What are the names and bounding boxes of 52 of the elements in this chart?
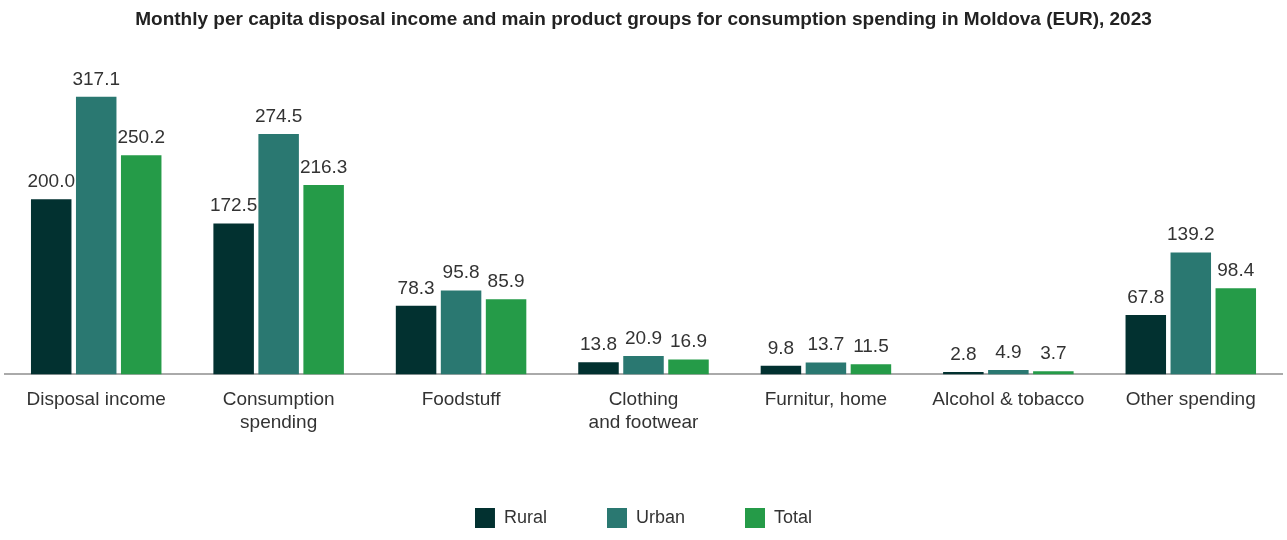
bar bbox=[805, 362, 847, 375]
x-tick-label: Alcohol & tobacco bbox=[932, 388, 1085, 410]
bar bbox=[485, 299, 527, 375]
data-label: 11.5 bbox=[853, 335, 889, 357]
data-label: 78.3 bbox=[397, 276, 435, 298]
x-tick-label: Other spending bbox=[1125, 388, 1256, 410]
bar bbox=[30, 199, 72, 375]
x-tick-label: Consumption spending bbox=[222, 388, 335, 432]
bar bbox=[850, 364, 892, 375]
bar bbox=[213, 223, 254, 375]
legend-label: Urban bbox=[635, 506, 686, 527]
bar bbox=[395, 305, 437, 375]
data-label: 20.9 bbox=[625, 326, 662, 348]
bar bbox=[760, 365, 802, 375]
bar bbox=[440, 290, 482, 375]
chart-title: Monthly per capita disposal income and main product groups for consumption spending in Moldova (EUR), 2023 bbox=[134, 8, 1153, 31]
data-label: 200.0 bbox=[27, 170, 75, 192]
x-tick-label: Furnitur, home bbox=[764, 388, 888, 410]
data-label: 98.4 bbox=[1217, 258, 1255, 280]
bar bbox=[1033, 371, 1074, 375]
x-tick-label: Disposal income bbox=[26, 388, 166, 410]
bar bbox=[988, 370, 1029, 375]
bar bbox=[1170, 252, 1212, 375]
bar bbox=[75, 96, 117, 375]
bar bbox=[668, 359, 709, 375]
bar bbox=[1215, 288, 1257, 375]
legend-label: Rural bbox=[503, 506, 547, 527]
x-tick-label: Foodstuff bbox=[421, 388, 502, 410]
data-label: 13.7 bbox=[807, 333, 845, 355]
data-label: 95.8 bbox=[442, 261, 480, 283]
data-label: 250.2 bbox=[117, 126, 165, 148]
data-label: 2.8 bbox=[950, 342, 977, 364]
data-label: 274.5 bbox=[254, 104, 303, 126]
bar bbox=[303, 185, 344, 375]
data-label: 3.7 bbox=[1040, 341, 1067, 363]
data-label: 9.8 bbox=[767, 336, 795, 358]
legend-label: Total bbox=[774, 506, 813, 527]
bar bbox=[1125, 315, 1167, 375]
data-label: 13.8 bbox=[580, 333, 617, 355]
bar bbox=[578, 362, 619, 375]
data-label: 67.8 bbox=[1127, 285, 1165, 307]
data-label: 16.9 bbox=[670, 330, 707, 352]
bar bbox=[258, 134, 299, 375]
data-label: 216.3 bbox=[299, 155, 348, 177]
data-label: 4.9 bbox=[995, 340, 1022, 362]
data-label: 85.9 bbox=[487, 269, 525, 291]
bar bbox=[623, 356, 664, 375]
x-tick-label: Clothing and footwear bbox=[588, 388, 700, 432]
bar bbox=[120, 155, 162, 375]
data-label: 317.1 bbox=[72, 67, 120, 89]
data-label: 139.2 bbox=[1167, 223, 1215, 245]
data-label: 172.5 bbox=[209, 194, 258, 216]
